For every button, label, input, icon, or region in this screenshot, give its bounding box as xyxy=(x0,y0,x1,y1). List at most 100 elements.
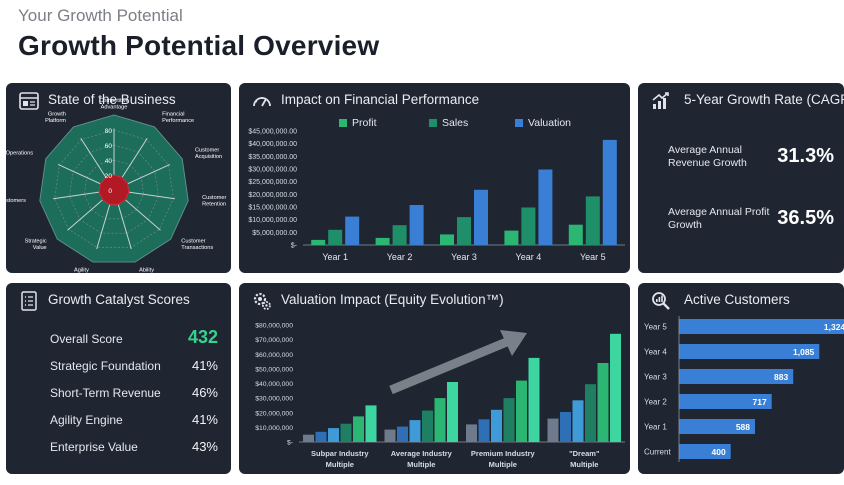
customer-value-label: 717 xyxy=(753,397,767,407)
customer-bar xyxy=(679,344,820,359)
impact-y-tick: $20,000,000.00 xyxy=(248,192,297,199)
document-report-icon xyxy=(19,92,39,110)
agility-engine-label: Agility Engine xyxy=(50,413,123,427)
enterprise-value-value: 43% xyxy=(191,439,218,454)
customer-bar xyxy=(679,444,731,459)
impact-y-tick: $15,000,000.00 xyxy=(248,205,297,212)
radar-tick-label: 80 xyxy=(105,128,113,135)
valuation-bar xyxy=(585,384,596,442)
customer-value-label: 883 xyxy=(774,372,788,382)
valuation-bar xyxy=(315,431,327,442)
impact-bar-valuation xyxy=(602,139,617,245)
valuation-bar xyxy=(491,409,502,442)
impact-x-label: Year 1 xyxy=(322,252,348,262)
growth-trend-arrow xyxy=(389,330,527,395)
valuation-bar xyxy=(516,380,527,442)
valuation-bar xyxy=(340,423,352,442)
impact-y-tick: $35,000,000.00 xyxy=(248,154,297,161)
valuation-bar xyxy=(353,416,364,442)
valuation-y-tick: $40,000,000 xyxy=(255,381,293,388)
enterprise-value-label: Enterprise Value xyxy=(50,440,138,454)
customer-category-label: Year 2 xyxy=(644,398,667,407)
agility-engine-value: 41% xyxy=(191,412,218,427)
valuation-y-tick: $30,000,000 xyxy=(255,396,293,403)
radar-category-label: Ability xyxy=(139,268,154,273)
valuation-y-tick: $60,000,000 xyxy=(255,352,293,359)
customer-category-label: Year 1 xyxy=(644,423,667,432)
active-customers-chart: Year 5 1,324 Year 4 1,085 Year 3 883 Year 2 717… xyxy=(644,316,844,462)
radar-category-label: Strategic Value xyxy=(25,239,47,252)
valuation-panel-title: Valuation Impact (Equity Evolution™) xyxy=(281,292,504,307)
radar-category-label: Customer Retention xyxy=(202,195,226,208)
radar-category-label: Agility xyxy=(74,268,89,273)
impact-bar-profit xyxy=(504,230,519,245)
impact-bar-sales xyxy=(392,225,407,245)
impact-bar-sales xyxy=(585,196,600,245)
financial-impact-panel: Impact on Financial Performance Profit S… xyxy=(239,83,630,273)
customer-value-label: 1,324 xyxy=(824,322,844,332)
valuation-bar xyxy=(409,420,421,442)
strategic-foundation-label: Strategic Foundation xyxy=(50,359,161,373)
valuation-bar xyxy=(447,382,458,442)
customer-value-label: 1,085 xyxy=(793,347,815,357)
page-title: Growth Potential Overview xyxy=(18,30,380,61)
cagr-panel: 5-Year Growth Rate (CAGR) Average Annual… xyxy=(638,83,844,273)
legend-valuation-label: Valuation xyxy=(528,117,572,129)
strategic-foundation-value: 41% xyxy=(191,358,218,373)
valuation-y-tick: $20,000,000 xyxy=(255,410,293,417)
impact-y-tick: $5,000,000.00 xyxy=(252,230,297,237)
impact-x-label: Year 2 xyxy=(387,252,413,262)
impact-panel-title: Impact on Financial Performance xyxy=(281,92,480,107)
cagr-panel-title: 5-Year Growth Rate (CAGR) xyxy=(684,92,844,107)
valuation-y-tick: $50,000,000 xyxy=(255,366,293,373)
customer-value-label: 588 xyxy=(736,422,750,432)
impact-bar-profit xyxy=(375,237,390,245)
customer-bar xyxy=(679,394,772,409)
valuation-x-label: Premium Industry Multiple xyxy=(471,449,536,469)
impact-y-tick: $25,000,000.00 xyxy=(248,179,297,186)
radar-grid-ring xyxy=(69,144,159,234)
radar-category-label: Financial Performance xyxy=(162,112,194,125)
valuation-impact-chart: $80,000,000 $70,000,000 $60,000,000 $50,000… xyxy=(255,323,625,469)
customer-category-label: Current xyxy=(644,448,671,457)
radar-grid-ring xyxy=(54,129,174,248)
valuation-bar xyxy=(365,405,377,442)
legend-profit-label: Profit xyxy=(352,117,377,129)
financial-impact-chart: $45,000,000.00 $40,000,000.00 $35,000,000.… xyxy=(248,129,625,262)
valuation-y-tick: $- xyxy=(287,440,293,447)
valuation-bar xyxy=(478,419,490,442)
radar-category-label: Customer Acquisition xyxy=(195,148,222,161)
customer-category-label: Year 5 xyxy=(644,323,667,332)
valuation-y-tick: $80,000,000 xyxy=(255,323,293,330)
overall-score-label: Overall Score xyxy=(50,332,123,346)
impact-y-tick: $30,000,000.00 xyxy=(248,167,297,174)
short-term-revenue-label: Short-Term Revenue xyxy=(50,386,161,400)
legend-sales: Sales xyxy=(429,117,468,129)
customer-category-label: Year 3 xyxy=(644,373,667,382)
impact-y-tick: $40,000,000.00 xyxy=(248,141,297,148)
impact-y-tick: $45,000,000.00 xyxy=(248,129,297,136)
growth-bars-icon xyxy=(652,92,669,109)
radar-category-label: Customers xyxy=(6,198,26,204)
legend-valuation: Valuation xyxy=(515,117,571,129)
valuation-y-tick: $70,000,000 xyxy=(255,337,293,344)
impact-x-label: Year 4 xyxy=(516,252,542,262)
legend-sales-label: Sales xyxy=(442,117,469,129)
radar-category-label: Customer Transactions xyxy=(181,239,213,252)
impact-bar-sales xyxy=(457,217,471,245)
valuation-bar xyxy=(384,429,396,442)
customer-bar xyxy=(679,419,755,434)
valuation-bar xyxy=(597,363,609,442)
valuation-bar xyxy=(434,398,446,442)
valuation-bar xyxy=(547,418,559,442)
radar-category-label: Operations xyxy=(6,151,33,157)
gears-icon xyxy=(253,292,271,310)
impact-x-label: Year 5 xyxy=(580,252,606,262)
radar-grid-ring xyxy=(83,159,145,220)
valuation-x-label: "Dream" Multiple xyxy=(569,449,600,469)
radar-tick-label: 20 xyxy=(105,173,113,180)
radar-chart: 0 20 40 60 80 Competitive Advantage Financial Pe… xyxy=(6,98,226,273)
legend-profit: Profit xyxy=(339,117,377,129)
radar-category-label: Growth Platform xyxy=(45,112,66,125)
scores-panel-title: Growth Catalyst Scores xyxy=(48,292,190,307)
